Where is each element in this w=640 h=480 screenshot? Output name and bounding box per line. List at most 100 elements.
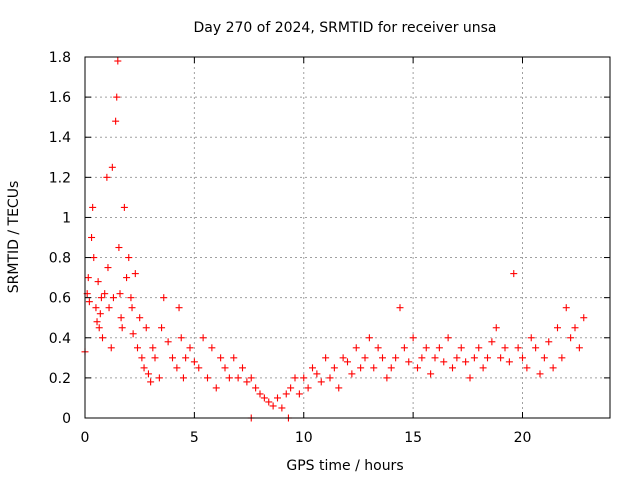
- data-point: [93, 318, 101, 326]
- data-point: [510, 270, 518, 278]
- data-point: [89, 203, 97, 211]
- data-point: [527, 334, 535, 342]
- y-tick-label: 0.6: [49, 291, 71, 307]
- data-point: [116, 290, 124, 298]
- data-point: [326, 374, 334, 382]
- data-point: [462, 358, 470, 366]
- data-point: [108, 163, 116, 171]
- data-point: [322, 354, 330, 362]
- data-point: [104, 264, 112, 272]
- data-point: [435, 344, 443, 352]
- data-point: [453, 354, 461, 362]
- data-point: [164, 338, 172, 346]
- data-point: [475, 344, 483, 352]
- y-tick-label: 1.2: [49, 170, 71, 186]
- data-point: [536, 370, 544, 378]
- data-point: [348, 370, 356, 378]
- data-point: [379, 354, 386, 362]
- data-point: [344, 358, 351, 366]
- y-tick-label: 0: [62, 411, 71, 427]
- data-point: [160, 294, 168, 302]
- data-point: [128, 304, 136, 312]
- y-tick-label: 1.6: [49, 90, 71, 106]
- data-point: [575, 344, 583, 352]
- data-point: [269, 402, 277, 410]
- y-tick-label: 0.8: [49, 251, 71, 267]
- data-point: [339, 354, 347, 362]
- data-point: [260, 394, 268, 402]
- x-axis-label: GPS time / hours: [286, 458, 403, 474]
- data-point: [99, 334, 106, 342]
- data-point: [84, 274, 92, 282]
- data-point: [352, 344, 360, 352]
- data-point: [549, 364, 557, 372]
- data-point: [387, 364, 395, 372]
- data-point: [545, 338, 553, 346]
- data-point: [239, 364, 246, 372]
- x-tick-label: 10: [295, 430, 313, 446]
- data-point: [444, 334, 452, 342]
- x-tick-label: 15: [404, 430, 422, 446]
- data-point: [243, 378, 251, 386]
- data-point: [519, 354, 526, 362]
- data-point: [212, 384, 220, 392]
- data-point: [125, 254, 133, 262]
- data-point: [580, 314, 588, 322]
- data-point: [115, 244, 123, 252]
- data-point: [85, 298, 93, 306]
- data-point: [501, 344, 509, 352]
- data-point: [484, 354, 491, 362]
- data-point: [330, 364, 338, 372]
- data-point: [88, 234, 96, 241]
- data-point: [127, 294, 135, 302]
- data-point: [571, 324, 579, 332]
- data-point: [392, 354, 400, 362]
- data-point: [101, 290, 109, 298]
- data-point: [120, 203, 128, 211]
- data-point: [195, 364, 203, 372]
- data-point: [540, 354, 548, 362]
- data-point: [138, 354, 146, 362]
- data-point: [256, 390, 264, 398]
- data-point: [173, 364, 181, 372]
- data-point: [431, 354, 439, 362]
- data-point: [361, 354, 369, 362]
- data-point: [186, 344, 194, 352]
- data-point: [309, 364, 316, 372]
- data-point: [291, 374, 299, 382]
- data-point: [470, 354, 478, 362]
- data-point: [418, 354, 426, 362]
- data-point: [365, 334, 373, 342]
- data-point: [199, 334, 207, 342]
- data-point: [131, 270, 139, 278]
- data-point: [221, 364, 229, 372]
- data-point: [554, 324, 561, 332]
- x-tick-label: 0: [81, 430, 90, 446]
- axis-ticks: 0 0.2 0.4 0.6 0.8 1 1.2 1.4 1.6 1.8 0 5 10 15 20: [49, 50, 610, 446]
- data-point: [117, 314, 125, 322]
- data-point: [95, 324, 103, 332]
- y-tick-label: 1.8: [49, 50, 71, 66]
- data-point: [169, 354, 176, 362]
- data-point: [140, 364, 148, 372]
- data-point: [396, 304, 404, 312]
- data-point: [295, 390, 303, 398]
- data-point: [505, 358, 513, 366]
- data-point: [179, 374, 187, 382]
- data-point: [230, 354, 238, 362]
- data-point: [123, 274, 131, 282]
- x-tick-label: 20: [514, 430, 532, 446]
- data-point: [265, 398, 273, 406]
- data-point: [151, 354, 159, 362]
- data-point: [90, 254, 98, 262]
- data-point: [147, 378, 155, 386]
- data-point: [144, 370, 152, 378]
- data-point: [142, 324, 150, 332]
- chart-title: Day 270 of 2024, SRMTID for receiver uns…: [193, 20, 496, 36]
- y-axis-label: SRMTID / TECUs: [6, 181, 22, 294]
- data-point: [409, 334, 417, 342]
- data-point: [118, 324, 126, 332]
- data-point: [374, 344, 382, 352]
- data-point: [532, 344, 540, 352]
